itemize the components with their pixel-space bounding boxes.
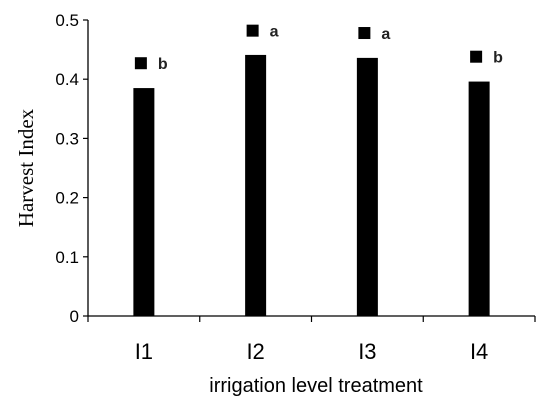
y-tick-label: 0.3: [55, 129, 79, 148]
axes: [83, 19, 536, 322]
x-category-label: I1: [135, 339, 153, 364]
bar-i1: [133, 88, 155, 316]
y-tick-label: 0.1: [55, 248, 79, 267]
bars: [133, 54, 490, 317]
marker-i2: [246, 24, 259, 37]
significance-labels: b a a b: [158, 24, 503, 74]
bar-i2: [245, 54, 267, 316]
x-category-label: I3: [358, 339, 376, 364]
x-category-label: I2: [246, 339, 264, 364]
y-tick-label: 0.4: [55, 70, 79, 89]
x-axis-title: irrigation level treatment: [209, 375, 423, 397]
y-tick-label: 0: [70, 307, 79, 326]
bar-i3: [356, 57, 378, 316]
y-tick-label: 0.5: [55, 11, 79, 30]
x-category-label: I4: [470, 339, 488, 364]
significance-label: a: [381, 26, 390, 43]
markers: [134, 24, 483, 70]
y-axis-title: Harvest Index: [14, 108, 38, 227]
x-category-labels: I1 I2 I3 I4: [135, 339, 489, 364]
y-tick-labels: 0 0.1 0.2 0.3 0.4 0.5: [55, 11, 79, 326]
significance-label: b: [493, 50, 503, 67]
marker-i1: [134, 57, 147, 70]
significance-label: b: [158, 56, 168, 73]
marker-i3: [358, 27, 371, 40]
bar-i4: [468, 81, 490, 317]
marker-i4: [470, 50, 483, 63]
y-tick-label: 0.2: [55, 189, 79, 208]
significance-label: a: [270, 24, 279, 41]
